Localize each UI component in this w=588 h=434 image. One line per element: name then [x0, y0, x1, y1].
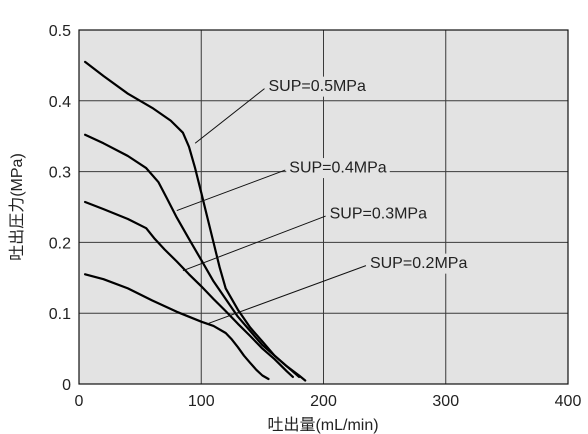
y-tick-label: 0.5 — [49, 23, 71, 40]
annotation-labels: SUP=0.5MPa SUP=0.4MPa SUP=0.3MPa SUP=0.2MPa — [265, 76, 471, 274]
series-line-4 — [84, 273, 270, 381]
x-tick-label: 200 — [310, 393, 337, 410]
x-tick-label: 100 — [188, 393, 215, 410]
series-line-3 — [84, 200, 294, 378]
plot-frame — [78, 29, 569, 385]
series-label-bg — [286, 158, 390, 179]
tick-labels: 0 100 200 300 400 0 0.1 0.2 0.3 0.4 0.5 — [49, 23, 582, 410]
x-tick-label: 300 — [432, 393, 459, 410]
y-tick-label: 0.1 — [49, 306, 71, 323]
series-label-2: SUP=0.4MPa — [289, 159, 386, 176]
x-tick-label: 0 — [75, 393, 84, 410]
series-label-bg — [265, 76, 369, 97]
x-axis-label: 吐出量(mL/min) — [267, 416, 378, 434]
y-tick-label: 0 — [62, 377, 71, 394]
y-axis-label: 吐出圧力(MPa) — [8, 153, 26, 261]
series-line-2 — [84, 133, 301, 378]
y-tick-label: 0.2 — [49, 235, 71, 252]
series-label-bg — [366, 253, 471, 274]
annotation-pointer-1 — [194, 88, 265, 144]
annotation-pointer-3 — [182, 215, 326, 272]
y-tick-label: 0.3 — [49, 165, 71, 182]
annotation-pointers — [176, 88, 367, 325]
y-tick-label: 0.4 — [49, 94, 71, 111]
annotation-pointer-2 — [176, 169, 286, 212]
annotation-pointer-4 — [207, 265, 367, 325]
series-label-4: SUP=0.2MPa — [370, 255, 467, 272]
series-label-3: SUP=0.3MPa — [330, 205, 427, 222]
series-lines — [84, 60, 307, 382]
series-label-1: SUP=0.5MPa — [268, 78, 365, 95]
x-tick-label: 400 — [555, 393, 582, 410]
series-label-bg — [326, 204, 431, 225]
